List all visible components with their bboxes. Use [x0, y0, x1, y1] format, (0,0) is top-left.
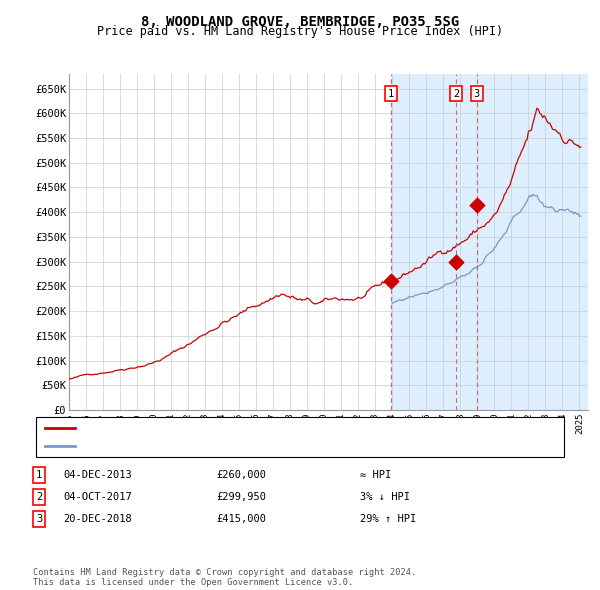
Text: 8, WOODLAND GROVE, BEMBRIDGE, PO35 5SG (detached house): 8, WOODLAND GROVE, BEMBRIDGE, PO35 5SG (…	[81, 424, 411, 434]
Text: 3% ↓ HPI: 3% ↓ HPI	[360, 492, 410, 502]
Text: 3: 3	[474, 88, 480, 99]
Text: Contains HM Land Registry data © Crown copyright and database right 2024.
This d: Contains HM Land Registry data © Crown c…	[33, 568, 416, 587]
Text: 04-DEC-2013: 04-DEC-2013	[63, 470, 132, 480]
Text: 3: 3	[36, 514, 42, 523]
Text: Price paid vs. HM Land Registry's House Price Index (HPI): Price paid vs. HM Land Registry's House …	[97, 25, 503, 38]
Text: 1: 1	[388, 88, 394, 99]
Text: 2: 2	[453, 88, 459, 99]
Text: £299,950: £299,950	[216, 492, 266, 502]
Text: ≈ HPI: ≈ HPI	[360, 470, 391, 480]
Text: £415,000: £415,000	[216, 514, 266, 523]
Point	[472, 200, 482, 209]
Text: 04-OCT-2017: 04-OCT-2017	[63, 492, 132, 502]
Text: HPI: Average price, detached house, Isle of Wight: HPI: Average price, detached house, Isle…	[81, 441, 375, 451]
Text: 8, WOODLAND GROVE, BEMBRIDGE, PO35 5SG: 8, WOODLAND GROVE, BEMBRIDGE, PO35 5SG	[141, 15, 459, 30]
Text: 20-DEC-2018: 20-DEC-2018	[63, 514, 132, 523]
Text: £260,000: £260,000	[216, 470, 266, 480]
Point	[386, 277, 396, 286]
Bar	[391, 74, 588, 410]
Text: 2: 2	[36, 492, 42, 502]
Point	[451, 257, 461, 267]
Text: 29% ↑ HPI: 29% ↑ HPI	[360, 514, 416, 523]
Text: 1: 1	[36, 470, 42, 480]
